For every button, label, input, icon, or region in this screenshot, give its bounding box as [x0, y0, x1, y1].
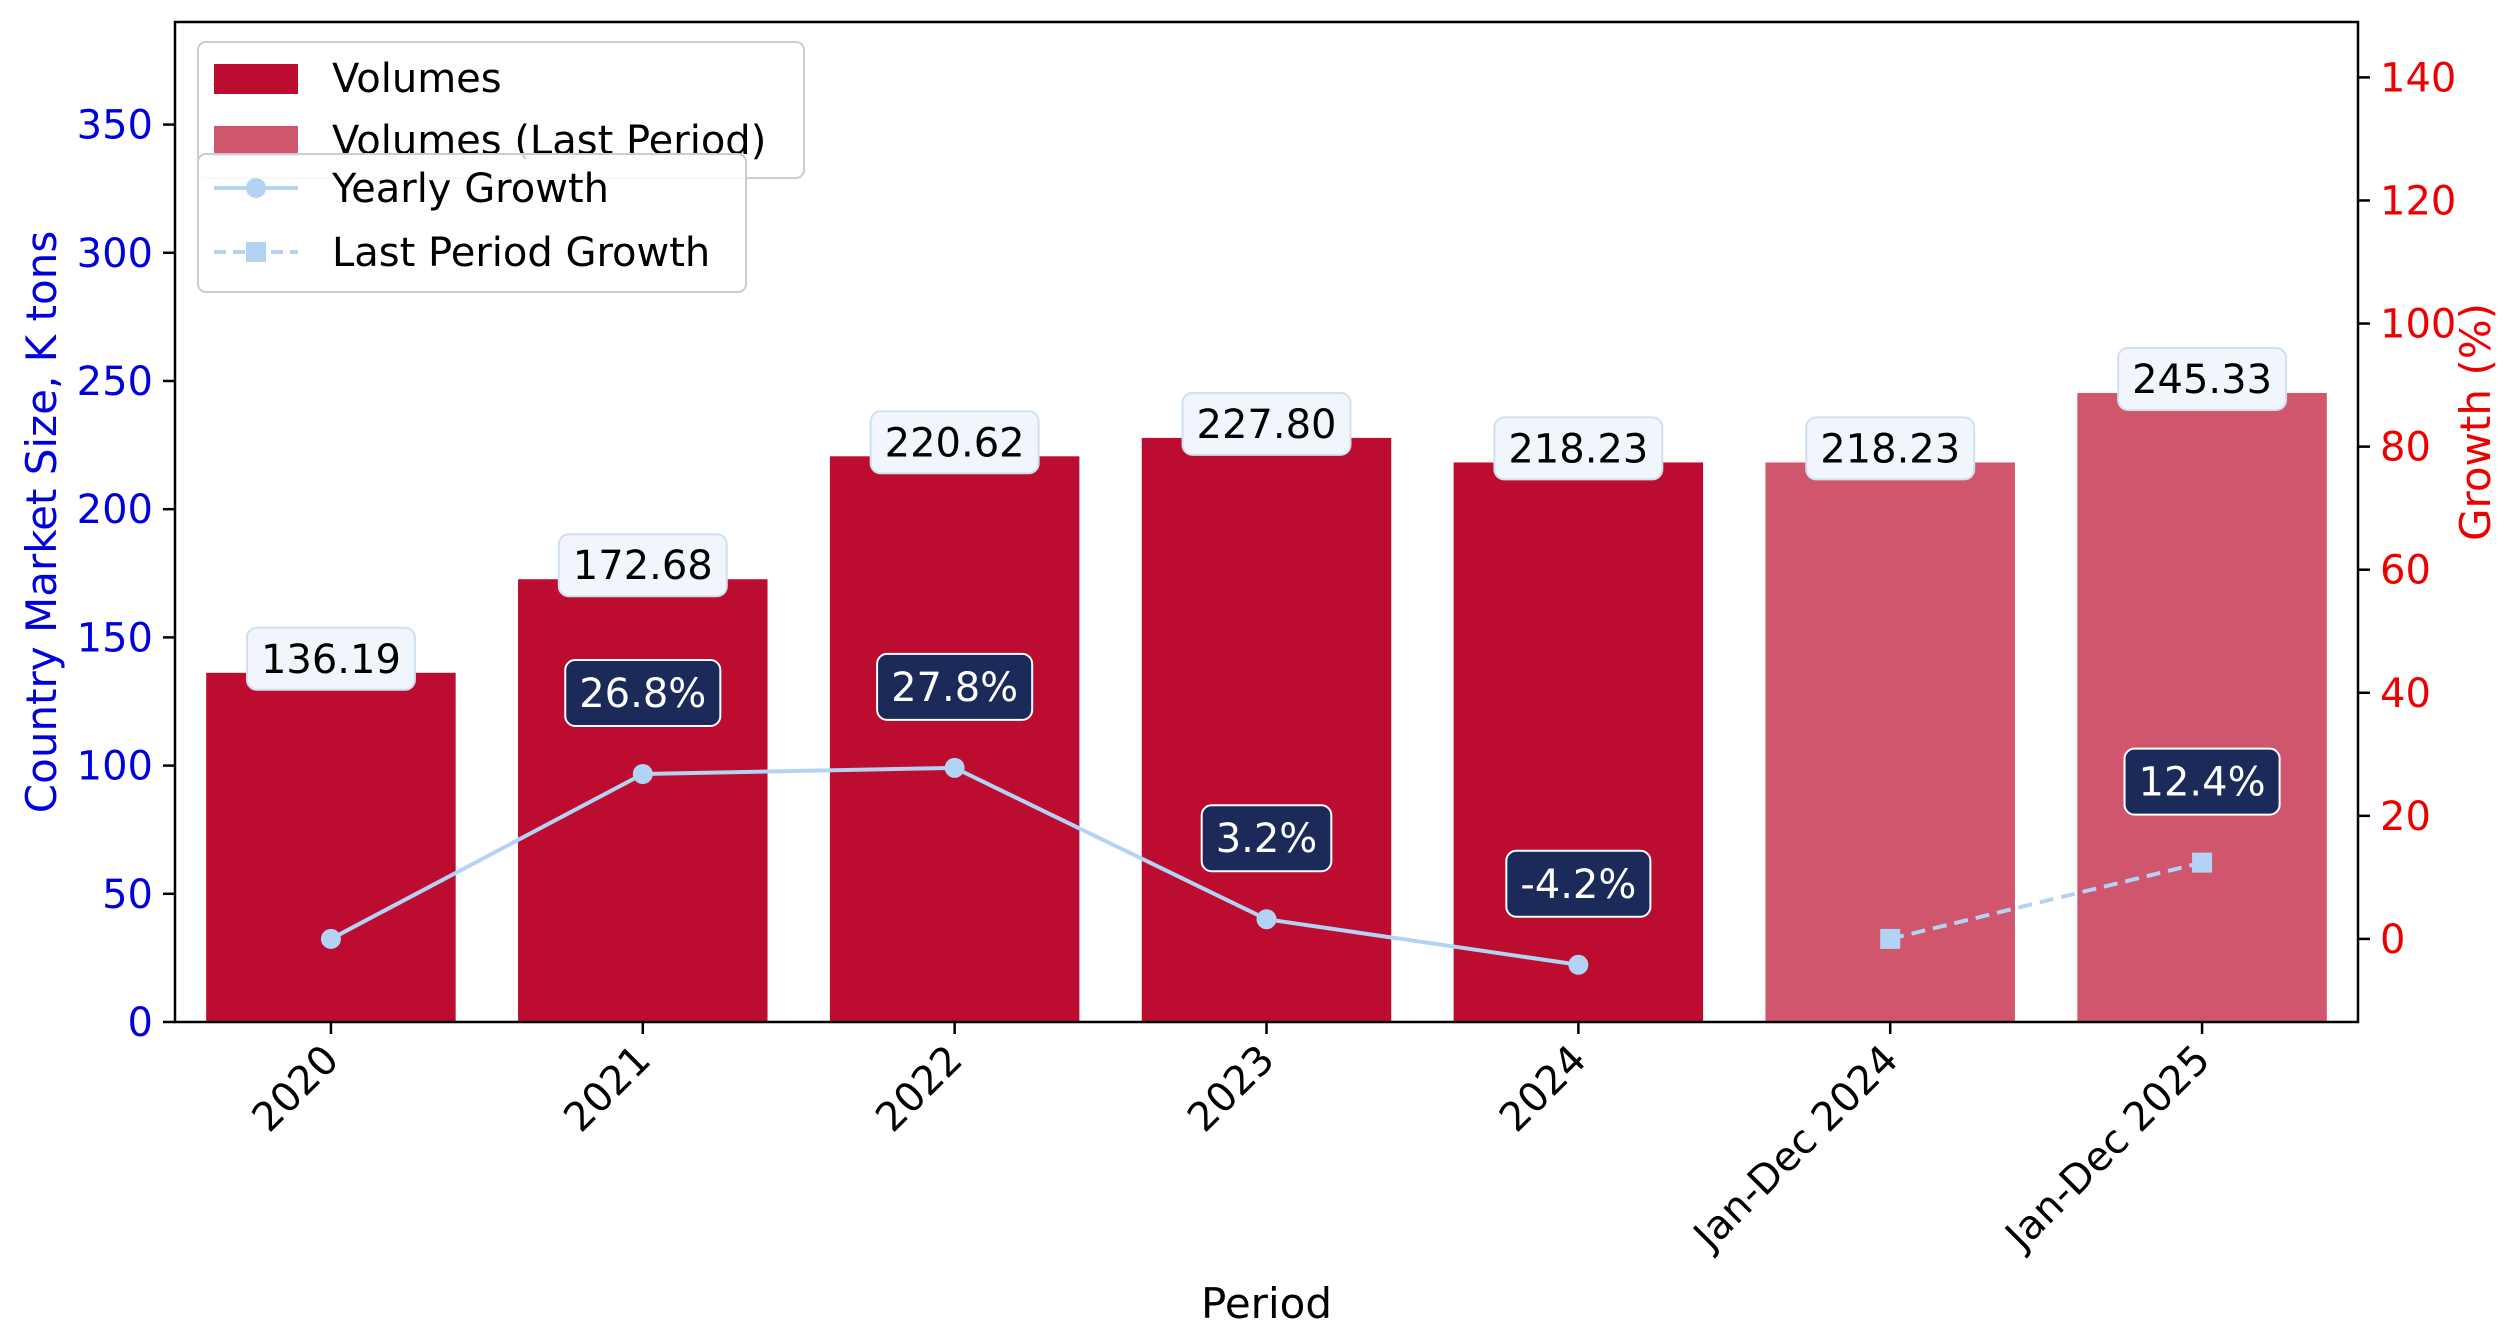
bar-value-box: [557, 533, 728, 598]
y-tick-label: 50: [102, 872, 153, 918]
bar-value-box: [869, 410, 1040, 475]
bar-value-label: 218.23: [1508, 426, 1648, 472]
y-tick-label: 100: [77, 744, 153, 790]
y2-tick-label: 40: [2380, 671, 2431, 717]
bar-value-box: [245, 626, 416, 691]
y2-tick-label: 60: [2380, 548, 2431, 594]
legend-label: Last Period Growth: [332, 230, 710, 276]
bar-value-box: [1181, 391, 1352, 456]
bar-value-label: 172.68: [573, 543, 713, 589]
x-tick-label: 2021: [555, 1037, 660, 1142]
legend-swatch: [214, 64, 298, 94]
growth-value-box: [2123, 747, 2281, 816]
x-tick-label: 2020: [243, 1037, 348, 1142]
labels-layer: 136.19 172.68 220.62 227.80 218.23 218.23 245.…: [245, 346, 2288, 918]
y2-tick-label: 0: [2380, 917, 2405, 963]
growth-value-label: -4.2%: [1520, 862, 1636, 908]
bar-value-label: 245.33: [2132, 357, 2272, 403]
bar-value-box: [1493, 416, 1664, 481]
y2-tick-label: 120: [2380, 178, 2456, 224]
bars-layer: [206, 392, 2327, 1022]
legend-item-last-period-growth: Last Period Growth: [214, 230, 710, 276]
bar-2023: [1141, 437, 1392, 1022]
y2-tick-label: 80: [2380, 425, 2431, 471]
x-axis-title: Period: [1201, 1279, 1332, 1328]
y-tick-label: 200: [77, 487, 153, 533]
legend-item-volumes: Volumes: [214, 56, 502, 102]
y2-tick-label: 100: [2380, 302, 2456, 348]
y-tick-label: 0: [128, 1000, 153, 1046]
growth-value-label: 26.8%: [579, 671, 706, 717]
legend-label: Yearly Growth: [331, 166, 609, 212]
x-tick-label: 2023: [1179, 1037, 1284, 1142]
x-tick-label: Jan-Dec 2024: [1683, 1037, 1907, 1261]
legend-marker: [246, 242, 266, 262]
growth-point: [632, 764, 653, 784]
growth-value-box: [1505, 849, 1652, 918]
bar-value-label: 220.62: [885, 420, 1025, 466]
growth-value-box: [876, 652, 1034, 721]
y-tick-label: 150: [77, 615, 153, 661]
bar-2024: [1453, 462, 1704, 1022]
bar-value-label: 136.19: [261, 637, 401, 683]
growth-point: [320, 928, 341, 949]
x-tick-label: Jan-Dec 2025: [1995, 1037, 2219, 1261]
growth-value-label: 3.2%: [1216, 816, 1318, 862]
legend-item-yearly-growth: Yearly Growth: [214, 166, 609, 212]
bar-jan-dec-2025: [2077, 392, 2327, 1022]
growth-value-label: 27.8%: [891, 665, 1018, 711]
bar-value-label: 218.23: [1820, 426, 1960, 472]
legend-secondary: Yearly Growth Last Period Growth: [197, 153, 747, 293]
growth-point: [1568, 954, 1589, 975]
x-tick-label: 2024: [1491, 1037, 1596, 1142]
growth-point: [944, 757, 965, 778]
bar-value-box: [2117, 346, 2288, 411]
bar-jan-dec-2024: [1765, 462, 2015, 1022]
bar-value-box: [1805, 416, 1976, 481]
legend-marker: [246, 178, 266, 198]
bar-2020: [206, 672, 456, 1022]
growth-point: [2192, 852, 2213, 873]
y-tick-label: 350: [77, 103, 153, 149]
growth-point: [1256, 909, 1277, 930]
bar-2022: [829, 456, 1080, 1022]
y-axis-title: Country Market Size, K tons: [17, 231, 66, 813]
legend-label: Volumes: [332, 56, 502, 102]
y-tick-label: 250: [77, 359, 153, 405]
lines-layer: [320, 757, 2213, 975]
growth-value-label: 12.4%: [2139, 760, 2266, 806]
growth-point: [1880, 928, 1901, 949]
last-period-growth-line: [1889, 860, 2203, 941]
growth-value-box: [1200, 804, 1333, 873]
x-tick-label: 2022: [867, 1037, 972, 1142]
legend-frame: [197, 153, 747, 293]
bar-value-label: 227.80: [1197, 402, 1337, 448]
y2-axis-title: Growth (%): [2451, 303, 2500, 541]
legend-swatch: [214, 126, 298, 156]
y-tick-label: 300: [77, 231, 153, 277]
y2-tick-label: 20: [2380, 794, 2431, 840]
growth-value-box: [564, 659, 722, 727]
y2-tick-label: 140: [2380, 55, 2456, 101]
bar-2021: [518, 579, 768, 1022]
